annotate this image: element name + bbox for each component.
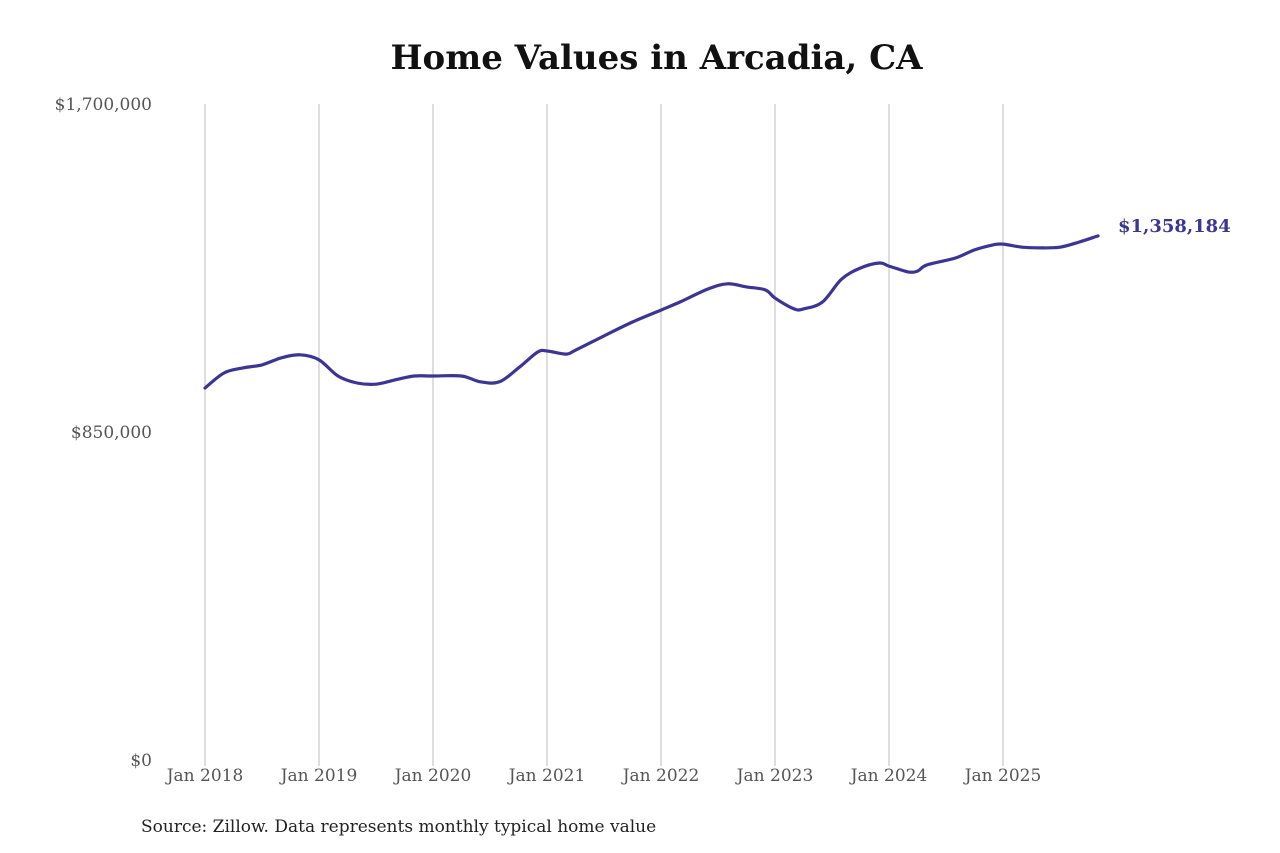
y-tick-label: $0	[130, 751, 152, 771]
latest-value-label: $1,358,184	[1118, 216, 1231, 237]
x-tick-label: Jan 2019	[279, 766, 358, 786]
x-tick-label: Jan 2024	[849, 766, 928, 786]
x-tick-label: Jan 2018	[165, 766, 244, 786]
home-value-line	[203, 234, 1100, 390]
x-tick-label: Jan 2023	[735, 766, 814, 786]
y-axis-ticks: $0 $850,000 $1,700,000	[55, 95, 152, 771]
vertical-gridlines	[204, 104, 1004, 766]
y-tick-label: $850,000	[71, 423, 152, 443]
chart-title: Home Values in Arcadia, CA	[390, 38, 923, 78]
x-tick-label: Jan 2020	[393, 766, 472, 786]
x-tick-label: Jan 2022	[621, 766, 700, 786]
source-note: Source: Zillow. Data represents monthly …	[141, 817, 657, 837]
x-tick-label: Jan 2025	[963, 766, 1042, 786]
x-tick-label: Jan 2021	[507, 766, 586, 786]
x-axis-ticks: Jan 2018 Jan 2019 Jan 2020 Jan 2021 Jan 2022…	[165, 766, 1042, 786]
y-tick-label: $1,700,000	[55, 95, 152, 115]
